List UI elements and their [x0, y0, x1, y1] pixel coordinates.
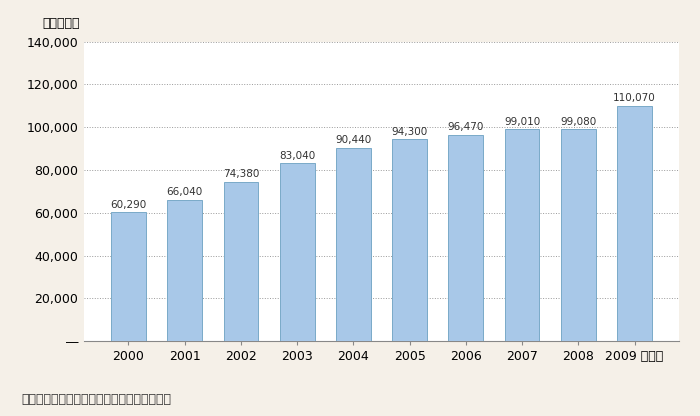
Bar: [392, 139, 427, 341]
Text: 66,040: 66,040: [167, 187, 203, 197]
Text: 60,290: 60,290: [111, 200, 146, 210]
Bar: [449, 135, 483, 341]
Text: 83,040: 83,040: [279, 151, 315, 161]
Bar: [336, 148, 371, 341]
Text: （世帯数）: （世帯数）: [42, 17, 80, 30]
Text: 74,380: 74,380: [223, 169, 259, 179]
Text: 110,070: 110,070: [613, 93, 656, 103]
Text: 出典：厚生労働省「被保護者全国一斉調査」: 出典：厚生労働省「被保護者全国一斉調査」: [21, 393, 171, 406]
Text: 90,440: 90,440: [335, 135, 372, 145]
Text: 99,010: 99,010: [504, 117, 540, 127]
Bar: [111, 212, 146, 341]
Bar: [280, 163, 314, 341]
Bar: [223, 182, 258, 341]
Text: 94,300: 94,300: [391, 127, 428, 137]
Text: 99,080: 99,080: [560, 116, 596, 126]
Text: 96,470: 96,470: [448, 122, 484, 132]
Bar: [167, 200, 202, 341]
Bar: [617, 106, 652, 341]
Bar: [505, 129, 540, 341]
Bar: [561, 129, 596, 341]
